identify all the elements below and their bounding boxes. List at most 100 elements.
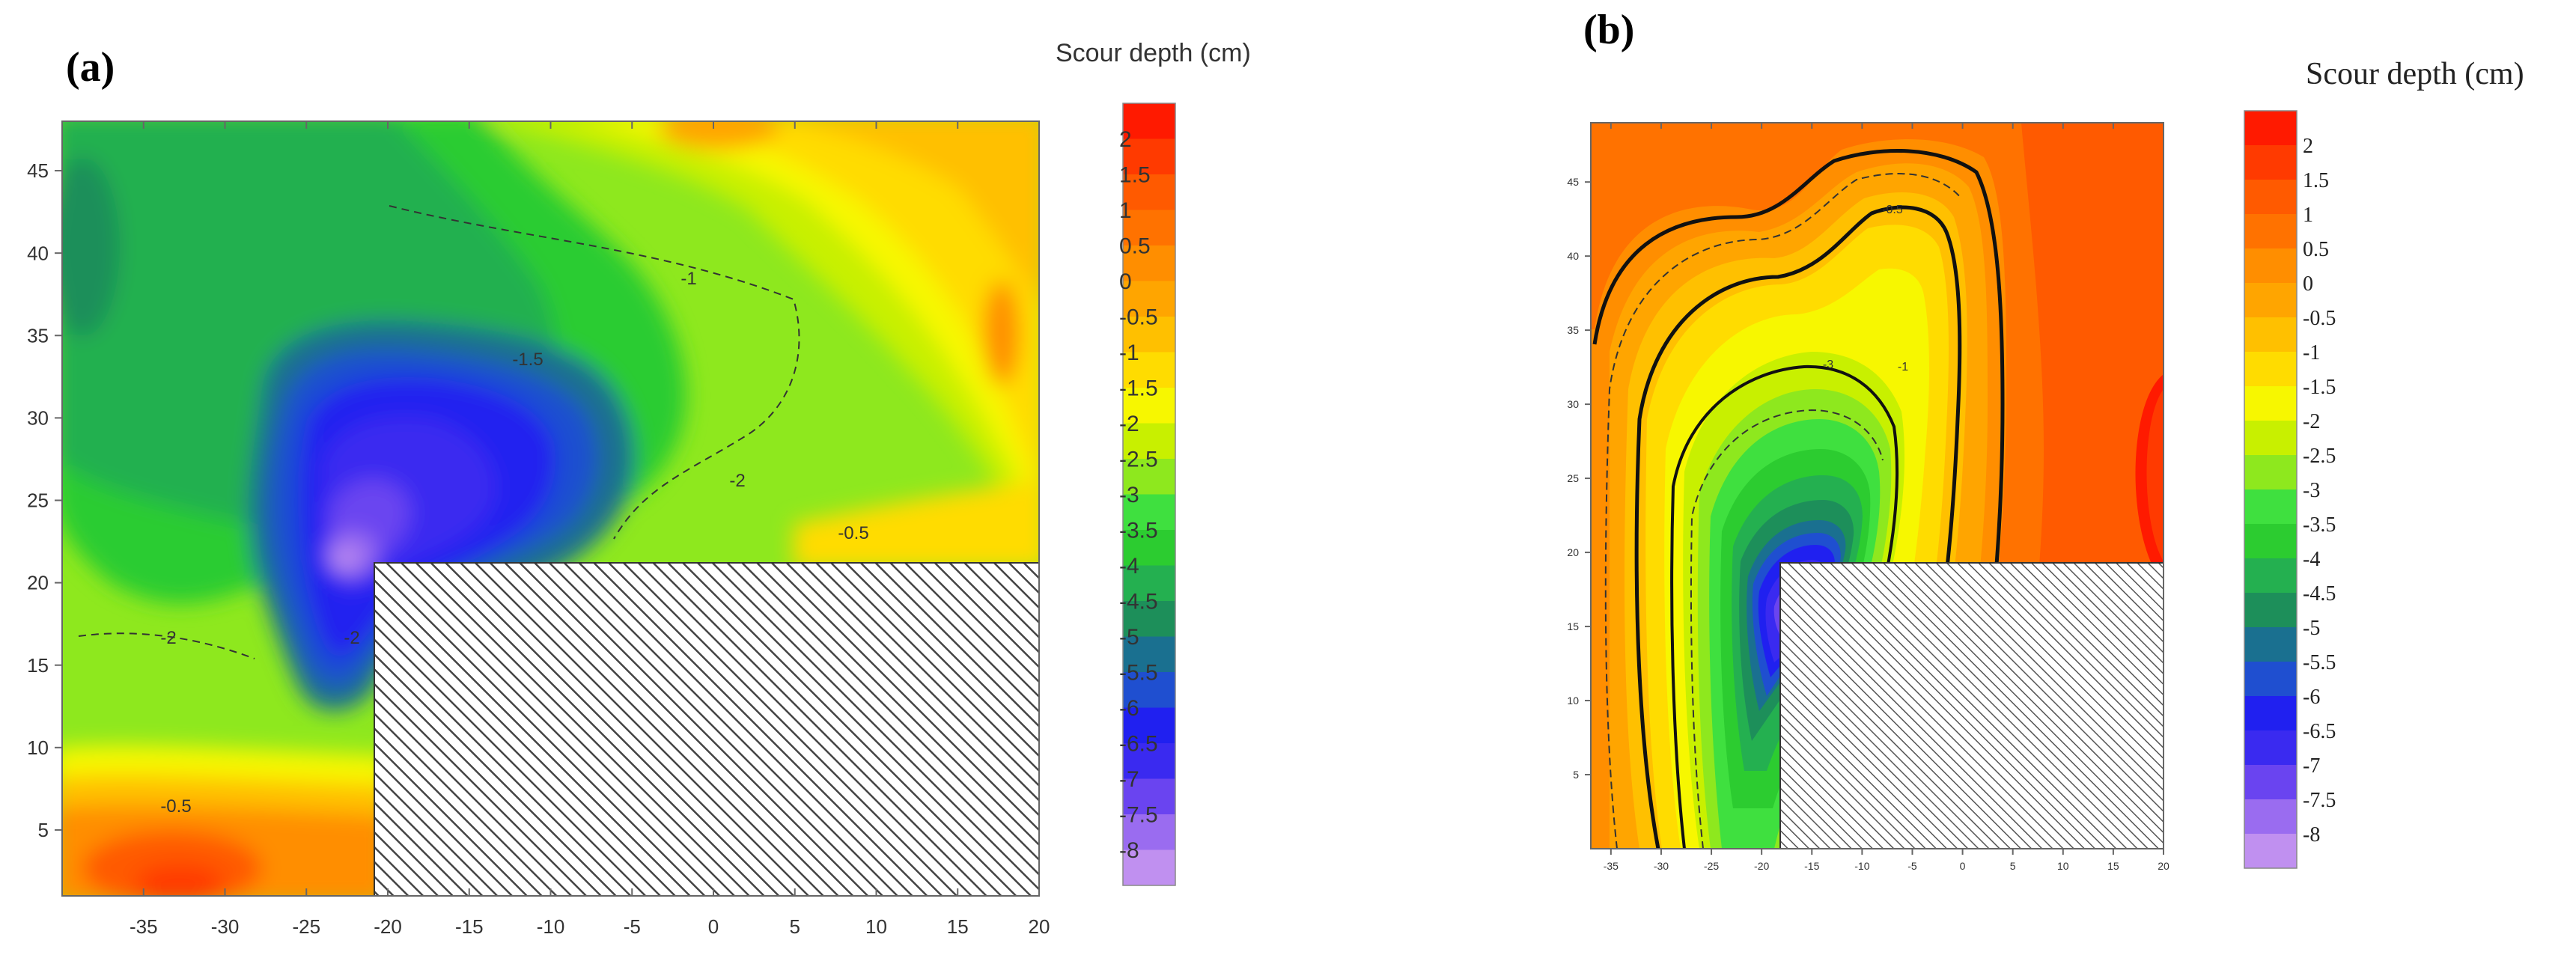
legend-swatch	[1123, 601, 1175, 637]
contour-label: -2	[729, 471, 745, 491]
region-a-5	[659, 121, 779, 150]
legend-label: -7.5	[1119, 803, 1158, 828]
contour-label: -0.5	[160, 796, 191, 817]
legend-label: -2.5	[2303, 445, 2336, 468]
legend-swatch	[1123, 174, 1175, 210]
legend-swatch	[2244, 489, 2297, 525]
legend-swatch	[2244, 283, 2297, 318]
y-tick-label: 10	[27, 736, 49, 759]
legend-label: 0.5	[2303, 238, 2329, 261]
y-tick-label: 30	[27, 406, 49, 429]
legend-label: 0	[1119, 269, 1132, 294]
legend-frame	[2244, 110, 2298, 869]
contour-label: -0.5	[1882, 204, 1903, 216]
legend-label: -4	[1119, 554, 1139, 579]
legend-label: 1.5	[2303, 169, 2329, 192]
contour-label: -1	[680, 269, 696, 289]
legend-frame	[1122, 103, 1176, 886]
x-tick-label: 20	[1029, 915, 1050, 938]
legend-label: -0.5	[1119, 305, 1158, 330]
y-tick-label: 25	[1567, 472, 1579, 484]
y-tick-label: 35	[1567, 324, 1579, 336]
legend-swatch	[2244, 352, 2297, 387]
legend-swatch	[1123, 849, 1175, 886]
legend-swatch	[1123, 281, 1175, 317]
x-tick-label: -5	[624, 915, 641, 938]
legend-label: -5	[1119, 625, 1139, 650]
legend-label: -1	[2303, 341, 2320, 364]
legend-label: -1	[1119, 341, 1139, 365]
contour-label: -0.5	[838, 523, 868, 543]
axis-ticks-b: -35 -30 -25 -20 -15 -10 -5 0 5 10 15 20 5 10 15 20 25 30 3…	[1567, 123, 2169, 872]
legend-label: -7	[1119, 767, 1139, 792]
y-tick-label: 20	[1567, 546, 1579, 558]
x-tick-label: -10	[1854, 860, 1869, 872]
x-tick-label: 15	[2107, 860, 2119, 872]
legend-swatch	[2244, 627, 2297, 662]
legend-swatch	[1123, 530, 1175, 566]
legend-swatch	[1123, 743, 1175, 779]
legend-label: -5.5	[1119, 661, 1158, 686]
legend-swatch	[2244, 111, 2297, 146]
contour-line-b-3	[1690, 409, 1884, 849]
y-tick-label: 5	[38, 819, 49, 841]
legend-swatch	[1123, 707, 1175, 744]
legend-title: Scour depth (cm)	[2306, 57, 2524, 91]
legend-swatch	[2244, 145, 2297, 180]
panel-label-a: (a)	[66, 44, 115, 91]
region-a-22	[135, 864, 225, 896]
legend-label: -2	[2303, 410, 2320, 433]
legend-label: -4	[2303, 548, 2320, 571]
x-tick-label: -25	[1704, 860, 1719, 872]
contour-label: -1	[1898, 361, 1908, 373]
legend-label: -6.5	[2303, 720, 2336, 743]
legend-swatch	[2244, 834, 2297, 869]
contour-label: -1.5	[512, 350, 543, 370]
scour-chart-b: (b)	[1567, 7, 2524, 872]
y-tick-label: 15	[27, 654, 49, 677]
legend-swatch	[1123, 352, 1175, 388]
legend-label: 2	[2303, 135, 2313, 158]
y-tick-label: 45	[27, 159, 49, 182]
x-tick-label: -20	[1754, 860, 1769, 872]
legend-label: -4.5	[2303, 582, 2336, 605]
legend-swatch	[2244, 455, 2297, 490]
legend-label: -4.5	[1119, 590, 1158, 614]
legend-swatch	[1123, 245, 1175, 281]
legend-label: -1.5	[1119, 376, 1158, 401]
contour-label: -3	[1823, 359, 1833, 371]
legend-swatch	[1123, 138, 1175, 175]
y-tick-label: 40	[27, 242, 49, 264]
legend-title: Scour depth (cm)	[1056, 39, 1251, 67]
legend-swatch	[1123, 672, 1175, 708]
legend-swatch	[2244, 421, 2297, 456]
contour-labels-a: -1 -1.5 -2 -2 -2 -0.5 -0.5	[160, 269, 868, 817]
legend-label: 1	[1119, 198, 1132, 223]
panel-b: (b)	[1288, 0, 2576, 961]
legend-swatch	[1123, 103, 1175, 139]
y-tick-label: 45	[1567, 176, 1579, 188]
x-tick-label: -35	[130, 915, 158, 938]
legend-label: -1.5	[2303, 376, 2336, 399]
x-tick-label: 20	[2158, 860, 2169, 872]
region-a-7	[794, 480, 1039, 569]
contour-line-b-5	[1592, 149, 2005, 704]
legend-label: -5	[2303, 617, 2320, 640]
pier-block-a	[374, 562, 1039, 896]
legend-swatch	[1123, 317, 1175, 353]
legend-swatch	[2244, 662, 2297, 697]
legend-label: -2	[1119, 412, 1139, 436]
legend-swatch	[1123, 423, 1175, 460]
x-tick-label: -15	[455, 915, 484, 938]
contour-line-b-4	[1604, 173, 1962, 849]
legend-label: -0.5	[2303, 307, 2336, 330]
legend-label: -6	[2303, 686, 2320, 709]
contour-labels-b: -0.5 -1 -3	[1823, 204, 1908, 373]
legend-label: -2.5	[1119, 448, 1158, 472]
contour-label: -2	[160, 628, 176, 648]
legend-swatch	[2244, 696, 2297, 731]
legend-label: 1.5	[1119, 163, 1151, 188]
x-tick-label: 10	[2057, 860, 2069, 872]
legend-label: -8	[2303, 823, 2320, 846]
legend-b: 2 1.5 1 0.5 0 -0.5 -1 -1.5 -2 -2.5 -3 -3.5 -4 -4.5 -5 -…	[2244, 57, 2524, 869]
